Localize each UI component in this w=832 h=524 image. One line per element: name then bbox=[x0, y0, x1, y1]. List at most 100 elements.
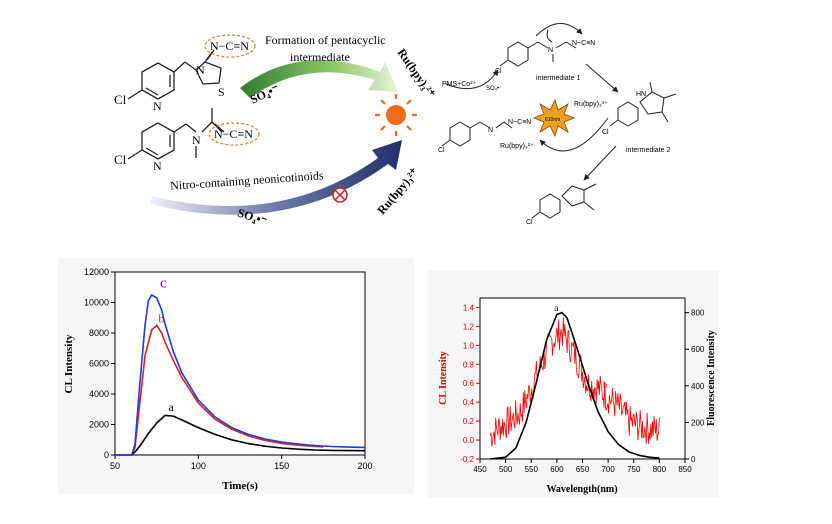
chart1-series-a bbox=[115, 414, 366, 456]
chart1-series-label-a: a bbox=[168, 400, 174, 414]
chart1-x-axis-label: Time(s) bbox=[222, 480, 258, 492]
molecule-acetamiprid bbox=[127, 108, 225, 160]
cyano-highlight-lower bbox=[208, 122, 260, 146]
chart2-y-tick-label: 0.2 bbox=[463, 417, 475, 426]
molecule-acetamiprid-small bbox=[441, 121, 513, 147]
chart1-y-tick-label: 10000 bbox=[84, 298, 109, 308]
chart1-series-c bbox=[115, 293, 366, 456]
sun-icon bbox=[375, 94, 417, 136]
n-label-pyridine-lower: N bbox=[153, 159, 162, 173]
n-label-int1: N bbox=[548, 47, 553, 54]
chart2-x-tick-label: 700 bbox=[601, 465, 615, 474]
cl-label-product: Cl bbox=[526, 219, 533, 226]
n-label-left: N bbox=[488, 127, 493, 134]
ru-bpy-upper: Ru(bpy)₃²⁺ bbox=[395, 46, 439, 100]
chart2-x-tick-label: 850 bbox=[678, 465, 692, 474]
n-label-pyridine-upper: N bbox=[153, 99, 162, 113]
ru-bpy-lower: Ru(bpy)₃²⁺ bbox=[374, 165, 421, 217]
formation-arrow bbox=[240, 60, 398, 98]
chart1-series-label-b: b bbox=[158, 311, 164, 325]
ru3-label: Ru(bpy)₃³⁺ bbox=[574, 101, 608, 108]
chart1-y-tick-label: 4000 bbox=[89, 389, 109, 399]
chart2-x-tick-label: 500 bbox=[499, 465, 513, 474]
to-int2-arrow bbox=[585, 63, 619, 93]
chart-spectrum: 450 500 550 600 650 700 750 800 850 -0.2 0.0 0.2 0.4… bbox=[427, 270, 719, 498]
chart2-series-label-b: b bbox=[603, 380, 608, 390]
chart2-y2-tick-label: 400 bbox=[691, 382, 705, 391]
intermediate1-label: intermediate 1 bbox=[536, 75, 580, 82]
chart2-y-axis-label: CL Intensity bbox=[438, 351, 449, 405]
nitro-label: Nitro-containing neonicotinoids bbox=[170, 168, 325, 193]
hn-label: HN bbox=[636, 91, 646, 98]
chart2-y-tick-label: 0.0 bbox=[463, 436, 475, 445]
formation-label-line1: Formation of pentacyclic bbox=[265, 33, 386, 47]
blocked-icon bbox=[332, 187, 348, 203]
chart1-series-b bbox=[115, 324, 324, 456]
chart2-y-tick-label: 1.0 bbox=[463, 341, 475, 350]
chart2-series-a bbox=[490, 311, 660, 460]
chart1-x-tick-label: 50 bbox=[110, 461, 120, 471]
so4-small-label: SO₄•⁻ bbox=[486, 86, 502, 92]
chart2-x-tick-label: 750 bbox=[627, 465, 641, 474]
chart2-y-tick-label: 0.6 bbox=[463, 379, 475, 388]
cl-label-lower: Cl bbox=[114, 152, 127, 167]
molecule-intermediate2 bbox=[609, 81, 677, 127]
molecule-intermediate1 bbox=[499, 41, 577, 67]
s-label: S bbox=[218, 85, 225, 99]
chart2-y2-tick-label: 600 bbox=[691, 345, 705, 354]
to-product-arrow bbox=[583, 145, 617, 181]
chart1-y-axis-label: CL Intensity bbox=[63, 334, 75, 393]
nitro-arrow bbox=[150, 140, 402, 215]
chart2-series-label-a: a bbox=[554, 303, 558, 313]
chart1-y-tick-label: 8000 bbox=[89, 328, 109, 338]
cl-label-upper: Cl bbox=[114, 92, 127, 107]
star-label: 610nm bbox=[545, 117, 560, 123]
chart1-plot-area bbox=[114, 271, 366, 456]
chart1-y-tick-label: 12000 bbox=[84, 267, 109, 277]
pms-label: PMS+Co²⁺ bbox=[442, 81, 477, 88]
ru2-label: Ru(bpy)₃²⁺ bbox=[500, 143, 534, 150]
chart2-x-axis-label: Wavelength(nm) bbox=[546, 484, 617, 495]
pms-arrow bbox=[445, 69, 499, 90]
chart1-x-tick-label: 100 bbox=[191, 461, 206, 471]
cyano-left: N−C≡N bbox=[508, 119, 531, 126]
chart2-y2-tick-label: 0 bbox=[691, 455, 696, 464]
scheme-left: Cl N N S N−C≡N Cl N N N−C≡N Formation of… bbox=[114, 33, 438, 228]
scheme-right: Cl N N−C≡N intermediate 1 PMS+Co²⁺ SO₄•⁻… bbox=[438, 23, 677, 226]
molecule-product bbox=[531, 183, 597, 219]
cyano-upper: N−C≡N bbox=[210, 39, 249, 53]
chart1-y-tick-label: 2000 bbox=[89, 420, 109, 430]
chart2-y2-tick-label: 200 bbox=[691, 418, 705, 427]
formation-label-line2: intermediate bbox=[290, 50, 350, 64]
chart2-y-tick-label: 0.4 bbox=[463, 398, 475, 407]
intermediate2-label: intermediate 2 bbox=[626, 147, 670, 154]
ru-redox-arrow bbox=[539, 117, 609, 152]
cl-label-left: Cl bbox=[438, 147, 445, 154]
chart2-y-tick-label: 1.2 bbox=[463, 322, 475, 331]
chart2-x-tick-label: 650 bbox=[576, 465, 590, 474]
cyano-int1: N−C≡N bbox=[572, 40, 595, 47]
chart2-y-tick-label: 1.4 bbox=[463, 303, 475, 312]
chart1-y-tick-label: 0 bbox=[104, 450, 109, 460]
chart2-x-tick-label: 550 bbox=[525, 465, 539, 474]
chart2-series-b bbox=[489, 317, 660, 447]
cyclization-arrow bbox=[535, 23, 583, 37]
chart1-y-tick-label: 6000 bbox=[89, 359, 109, 369]
cl-label-int1: Cl bbox=[495, 68, 502, 75]
n-label-amine: N bbox=[192, 133, 201, 147]
chart2-y2-axis-label: Fluorescence Intensity bbox=[706, 330, 717, 426]
chart2-y2-tick-label: 800 bbox=[691, 309, 705, 318]
chart2-y-tick-label: 0.8 bbox=[463, 360, 475, 369]
chart1-series-label-c: c bbox=[160, 275, 167, 291]
chart2-x-tick-label: 600 bbox=[550, 465, 564, 474]
chart2-x-tick-label: 800 bbox=[653, 465, 667, 474]
chart1-x-tick-label: 150 bbox=[274, 461, 289, 471]
n-label-ring: N bbox=[196, 63, 205, 77]
cyano-lower: N−C≡N bbox=[214, 127, 253, 141]
chart2-y-tick-label: -0.2 bbox=[460, 455, 474, 464]
cyclization-arrow-inner bbox=[546, 29, 553, 43]
chart2-x-tick-label: 450 bbox=[473, 465, 487, 474]
emission-star-icon bbox=[532, 98, 576, 138]
